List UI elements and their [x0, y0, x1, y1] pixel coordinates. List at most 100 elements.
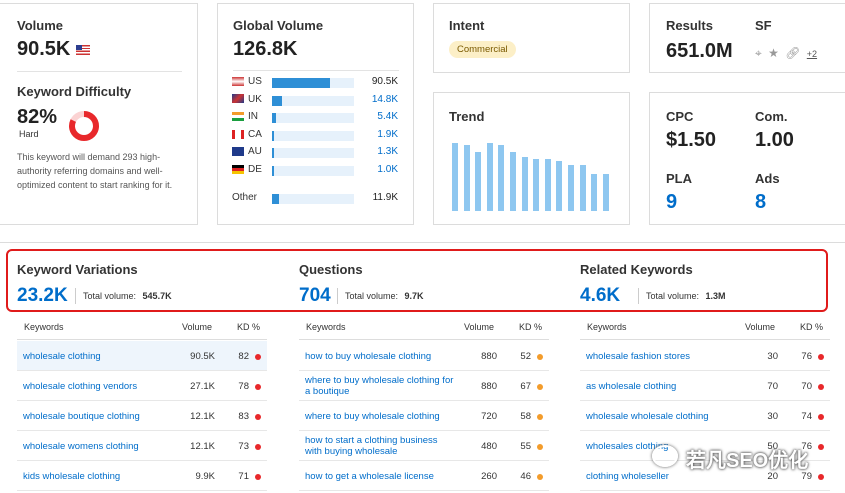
keyword-link[interactable]: wholesale womens clothing [23, 441, 139, 452]
keyword-link[interactable]: wholesale fashion stores [586, 351, 691, 362]
keyword-kd: 73 [238, 441, 249, 452]
kd-dot-icon [818, 474, 824, 480]
table-row[interactable]: wholesale fashion stores 30 76 [580, 341, 830, 371]
table-row[interactable]: wholesales clothing 50 76 [580, 431, 830, 461]
link-icon[interactable]: 🔗︎ [785, 46, 801, 60]
section-total: Total volume: 1.3M [646, 291, 726, 301]
table-row[interactable]: wholesale clothing vendors 27.1K 78 [17, 371, 267, 401]
highlight-box [6, 249, 828, 312]
com-value: 1.00 [755, 129, 794, 151]
keyword-link[interactable]: where to buy wholesale clothing [305, 411, 440, 422]
country-code: UK [232, 94, 272, 105]
ads-value[interactable]: 8 [755, 191, 767, 213]
header-volume[interactable]: Volume [464, 322, 495, 332]
keyword-link[interactable]: wholesale clothing vendors [23, 381, 138, 392]
section-total: Total volume: 9.7K [345, 291, 424, 301]
global-volume-label: Global Volume [233, 18, 324, 33]
country-volume[interactable]: 5.4K [377, 111, 398, 123]
keyword-link[interactable]: wholesale boutique clothing [23, 411, 140, 422]
kd-dot-icon [255, 474, 261, 480]
header-keywords[interactable]: Keywords [306, 322, 346, 332]
keyword-link[interactable]: kids wholesale clothing [23, 471, 121, 482]
header-keywords[interactable]: Keywords [587, 322, 627, 332]
share-bar [272, 78, 354, 88]
table-row[interactable]: how to start a clothing business with bu… [299, 431, 549, 461]
table-row[interactable]: kids wholesale clothing 9.9K 71 [17, 461, 267, 491]
header-kd[interactable]: KD % [800, 322, 824, 332]
share-bar [272, 95, 354, 106]
watermark: 若凡SEO优化 [652, 440, 842, 474]
keyword-volume: 90.5K [190, 351, 215, 362]
keyword-volume: 260 [481, 471, 497, 482]
header-volume[interactable]: Volume [182, 322, 213, 332]
header-kd[interactable]: KD % [237, 322, 261, 332]
keyword-link[interactable]: how to start a clothing business with bu… [305, 435, 438, 457]
sf-more-link[interactable]: +2 [806, 49, 818, 59]
section-title[interactable]: Related Keywords [580, 262, 693, 277]
com-label: Com. [755, 109, 788, 124]
kd-gauge-icon [69, 111, 99, 141]
kd-level: Hard [19, 129, 39, 139]
trend-bar [591, 174, 598, 211]
header-kd[interactable]: KD % [519, 322, 543, 332]
table-row[interactable]: clothing wholeseller 20 79 [580, 461, 830, 491]
trend-bar [475, 151, 482, 211]
table-row[interactable]: as wholesale clothing 70 70 [580, 371, 830, 401]
pla-value[interactable]: 9 [666, 191, 678, 213]
table-row[interactable]: wholesale clothing 90.5K 82 [17, 341, 267, 371]
pla-label: PLA [666, 171, 692, 186]
keyword-kd: 78 [238, 381, 249, 392]
keyword-link[interactable]: wholesale clothing [23, 351, 101, 362]
share-bar-fill [272, 194, 280, 204]
keyword-link[interactable]: how to buy wholesale clothing [305, 351, 432, 362]
share-bar [272, 194, 354, 204]
sf-label: SF [755, 18, 772, 33]
section-divider [638, 288, 639, 304]
star-icon[interactable]: ★ [768, 46, 779, 60]
ads-label: Ads [755, 171, 780, 186]
country-volume: 90.5K [371, 76, 398, 87]
header-volume[interactable]: Volume [745, 322, 776, 332]
country-volume[interactable]: 1.9K [377, 128, 398, 140]
trend-bar [602, 174, 609, 211]
cpc-label: CPC [666, 109, 694, 124]
intent-card: Intent Commercial [433, 3, 630, 73]
table-row[interactable]: where to buy wholesale clothing for a bo… [299, 371, 549, 401]
header-keywords[interactable]: Keywords [24, 322, 64, 332]
keyword-link[interactable]: clothing wholeseller [586, 471, 669, 482]
keyword-volume: 480 [481, 441, 497, 452]
trend-bar [452, 143, 458, 211]
country-volume[interactable]: 1.3K [377, 146, 398, 158]
section-count[interactable]: 4.6K [580, 285, 621, 306]
section-count[interactable]: 704 [299, 285, 331, 306]
location-pin-icon[interactable]: ⌖ [755, 46, 762, 60]
intent-label: Intent [449, 18, 485, 33]
keyword-link[interactable]: as wholesale clothing [586, 381, 677, 392]
table-row[interactable]: wholesale womens clothing 12.1K 73 [17, 431, 267, 461]
share-bar [272, 166, 354, 176]
section-count[interactable]: 23.2K [17, 285, 68, 306]
country-volume[interactable]: 14.8K [371, 93, 398, 105]
share-bar-fill [272, 78, 331, 88]
trend-chart[interactable] [452, 143, 617, 211]
table-row[interactable]: wholesale wholesale clothing 30 74 [580, 401, 830, 431]
trend-bar [568, 165, 574, 211]
sf-icons: ⌖ ★ 🔗︎ +2 [755, 46, 817, 61]
table-row[interactable]: how to get a wholesale license 260 46 [299, 461, 549, 491]
section-title[interactable]: Keyword Variations [17, 262, 138, 277]
keyword-link[interactable]: how to get a wholesale license [305, 471, 434, 482]
table-row[interactable]: where to buy wholesale clothing 720 58 [299, 401, 549, 431]
section-divider [75, 288, 76, 304]
table-row[interactable]: wholesale boutique clothing 12.1K 83 [17, 401, 267, 431]
country-volume[interactable]: 1.0K [377, 164, 398, 175]
us-flag-icon [232, 76, 244, 86]
keyword-link[interactable]: wholesales clothing [586, 441, 669, 452]
keyword-link[interactable]: wholesale wholesale clothing [586, 411, 709, 422]
section-title[interactable]: Questions [299, 262, 363, 277]
table-row[interactable]: how to buy wholesale clothing 880 52 [299, 341, 549, 371]
keyword-link[interactable]: where to buy wholesale clothing for a bo… [305, 375, 454, 397]
uk-flag-icon [232, 94, 244, 104]
share-bar-fill [272, 95, 282, 106]
keyword-volume: 12.1K [190, 441, 215, 452]
intent-badge[interactable]: Commercial [449, 41, 516, 58]
